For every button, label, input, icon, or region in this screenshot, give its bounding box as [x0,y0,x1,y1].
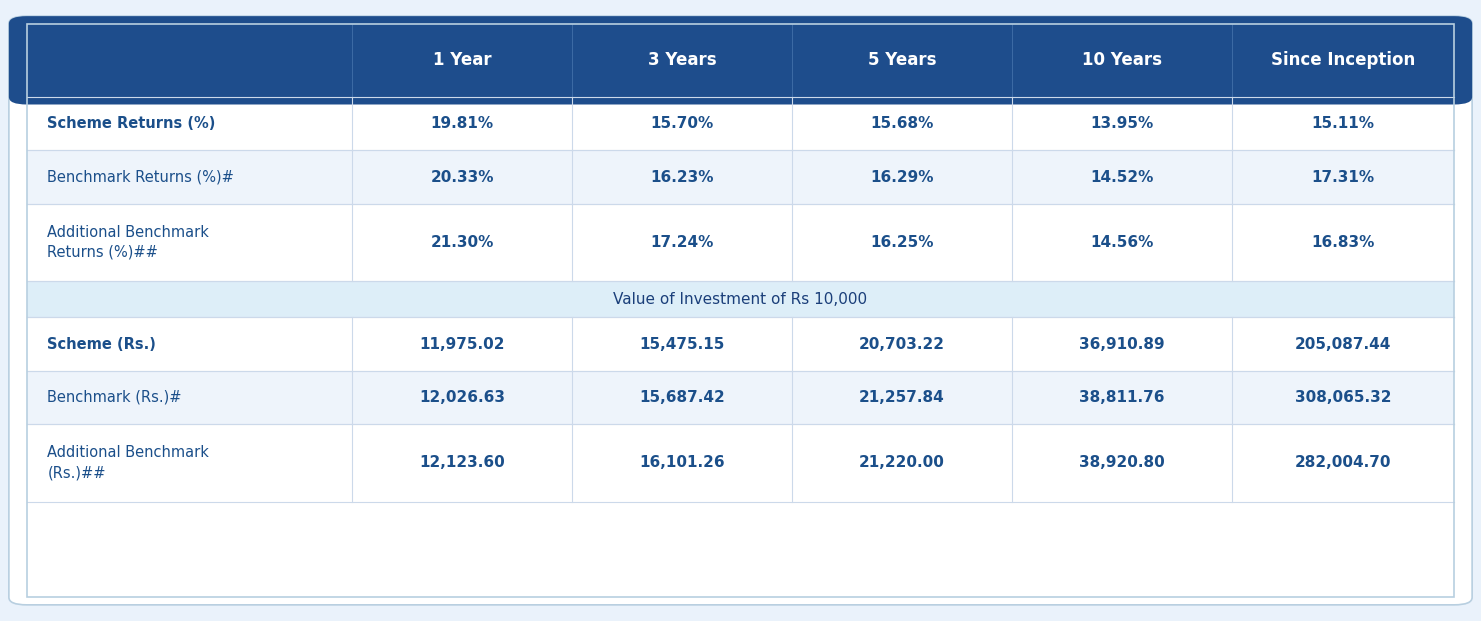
Text: 38,920.80: 38,920.80 [1078,455,1164,470]
Text: 15.11%: 15.11% [1312,116,1374,131]
Text: 15.68%: 15.68% [871,116,933,131]
Text: 15,687.42: 15,687.42 [640,390,724,405]
FancyBboxPatch shape [9,16,1472,104]
Text: 21.30%: 21.30% [431,235,493,250]
Text: 11,975.02: 11,975.02 [419,337,505,351]
Text: 308,065.32: 308,065.32 [1294,390,1391,405]
Text: 12,026.63: 12,026.63 [419,390,505,405]
Text: Value of Investment of Rs 10,000: Value of Investment of Rs 10,000 [613,292,868,307]
Bar [27,371,1454,424]
Text: 16,101.26: 16,101.26 [640,455,724,470]
Text: 10 Years: 10 Years [1081,52,1161,70]
Text: 5 Years: 5 Years [868,52,936,70]
Text: Additional Benchmark
Returns (%)##: Additional Benchmark Returns (%)## [47,225,209,260]
Text: Benchmark (Rs.)#: Benchmark (Rs.)# [47,390,182,405]
Bar [27,424,1454,502]
Text: 15,475.15: 15,475.15 [640,337,724,351]
Text: 19.81%: 19.81% [431,116,493,131]
Text: 16.83%: 16.83% [1311,235,1374,250]
Bar [27,317,1454,371]
Text: 20.33%: 20.33% [431,170,493,184]
Text: Benchmark Returns (%)#: Benchmark Returns (%)# [47,170,234,184]
Text: Additional Benchmark
(Rs.)##: Additional Benchmark (Rs.)## [47,445,209,480]
Text: 282,004.70: 282,004.70 [1294,455,1391,470]
Bar [27,204,1454,281]
Text: 1 Year: 1 Year [432,52,492,70]
Text: 14.56%: 14.56% [1090,235,1154,250]
FancyBboxPatch shape [9,16,1472,605]
Text: 13.95%: 13.95% [1090,116,1154,131]
Text: Since Inception: Since Inception [1271,52,1416,70]
Text: Scheme (Rs.): Scheme (Rs.) [47,337,157,351]
Text: 36,910.89: 36,910.89 [1078,337,1164,351]
Bar [27,97,1454,150]
Text: 16.25%: 16.25% [869,235,933,250]
Bar [27,281,1454,317]
Text: 14.52%: 14.52% [1090,170,1154,184]
Text: 12,123.60: 12,123.60 [419,455,505,470]
Text: 20,703.22: 20,703.22 [859,337,945,351]
Text: 205,087.44: 205,087.44 [1294,337,1391,351]
Text: 16.23%: 16.23% [650,170,714,184]
Text: 38,811.76: 38,811.76 [1080,390,1164,405]
Text: 21,220.00: 21,220.00 [859,455,945,470]
Text: 17.24%: 17.24% [650,235,714,250]
Text: Scheme Returns (%): Scheme Returns (%) [47,116,216,131]
Bar [27,64,1454,97]
Bar [27,150,1454,204]
Text: 3 Years: 3 Years [647,52,717,70]
Text: 15.70%: 15.70% [650,116,714,131]
Text: 21,257.84: 21,257.84 [859,390,945,405]
Text: 16.29%: 16.29% [869,170,933,184]
Text: 17.31%: 17.31% [1311,170,1374,184]
